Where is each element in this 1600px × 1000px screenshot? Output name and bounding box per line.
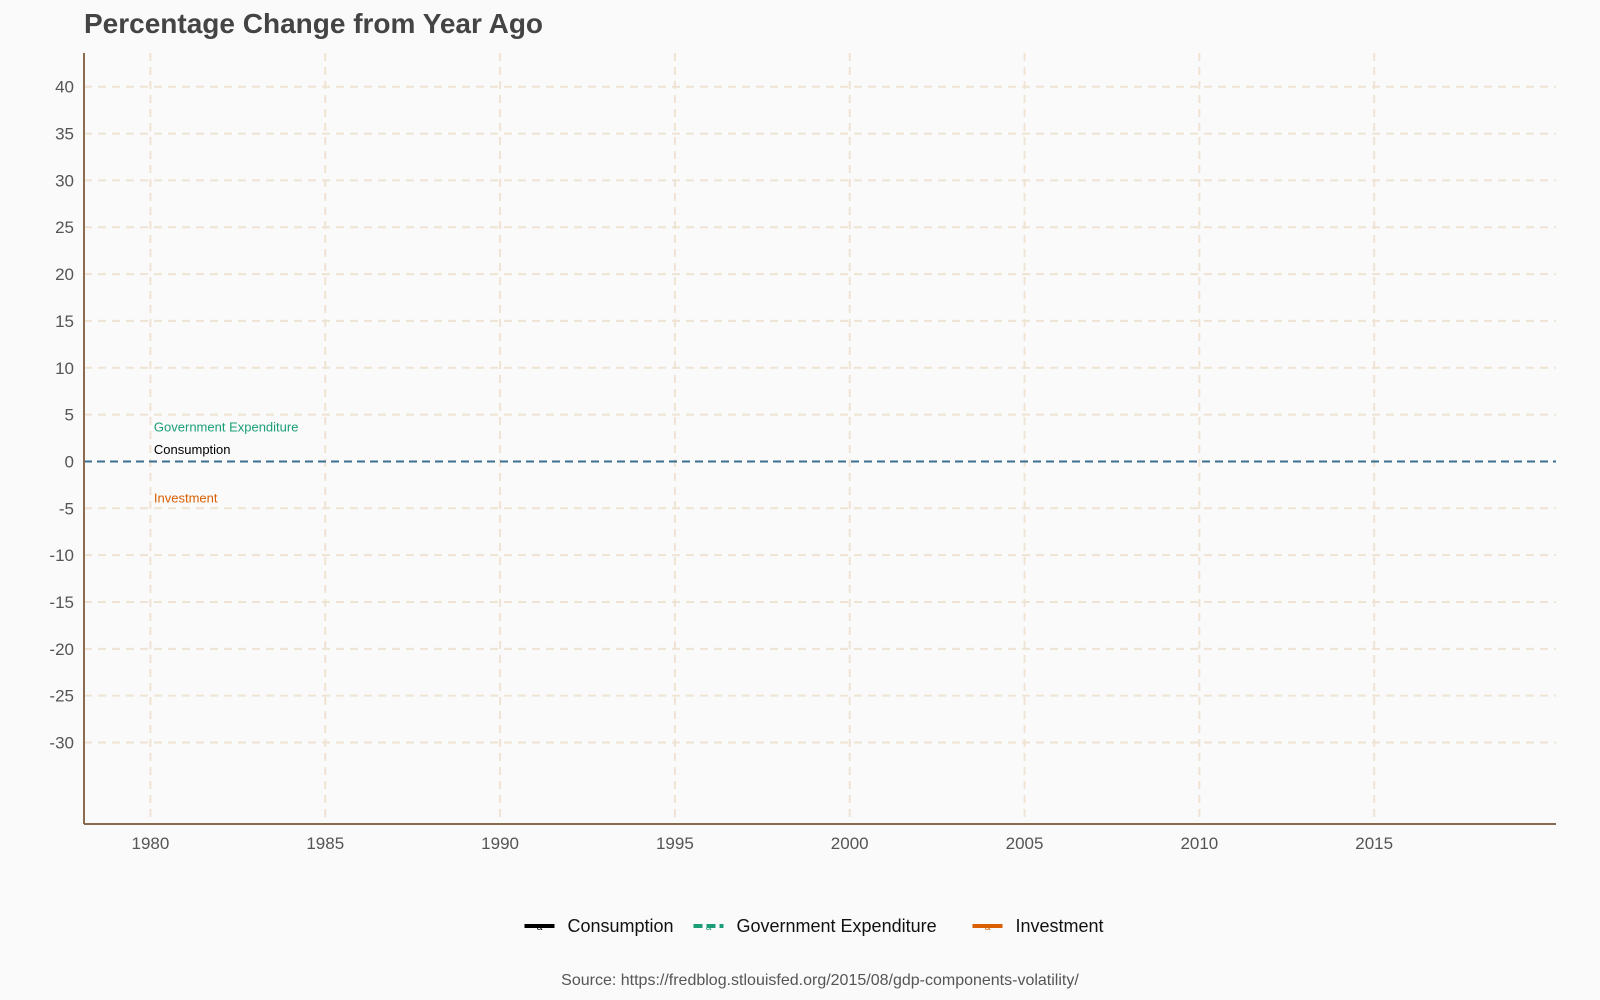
legend-label: Investment xyxy=(1016,916,1104,936)
y-tick-label: -15 xyxy=(49,593,74,612)
y-tick-label: 25 xyxy=(55,218,74,237)
x-tick-label: 1985 xyxy=(306,834,344,853)
y-tick-label: -30 xyxy=(49,733,74,752)
y-axis-ticks: 40 35 30 25 20 15 10 5 0 -5 -10 -15 -20 -25 -30 xyxy=(49,78,74,753)
legend-item: a Government Expenditure xyxy=(693,916,937,936)
y-tick-label: 35 xyxy=(55,125,74,144)
legend-item: a Investment xyxy=(972,916,1104,936)
y-tick-label: 10 xyxy=(55,359,74,378)
x-tick-label: 2005 xyxy=(1006,834,1044,853)
x-axis-ticks: 1980 1985 1990 1995 2000 2005 2010 2015 xyxy=(132,834,1394,853)
annotation-label: Investment xyxy=(154,491,218,506)
x-tick-label: 1980 xyxy=(132,834,170,853)
annotation-label: Consumption xyxy=(154,442,231,457)
y-tick-label: -20 xyxy=(49,640,74,659)
legend-key-glyph: a xyxy=(537,922,543,933)
chart-title: Percentage Change from Year Ago xyxy=(84,8,543,39)
y-tick-label: -10 xyxy=(49,546,74,565)
legend-label: Consumption xyxy=(568,916,674,936)
legend-item: a Consumption xyxy=(524,916,674,936)
legend-key-glyph: a xyxy=(706,922,712,933)
legend-key-glyph: a xyxy=(985,922,991,933)
y-tick-label: -5 xyxy=(59,499,74,518)
grid xyxy=(84,53,1556,824)
x-tick-label: 2015 xyxy=(1355,834,1393,853)
y-tick-label: 30 xyxy=(55,171,74,190)
legend: a Consumption a Government Expenditure a Inve… xyxy=(524,916,1104,936)
x-tick-label: 1990 xyxy=(481,834,519,853)
y-tick-label: 40 xyxy=(55,78,74,97)
series-annotations: Government Expenditure Consumption Investm… xyxy=(154,419,299,505)
annotation-label: Government Expenditure xyxy=(154,419,299,434)
y-tick-label: -25 xyxy=(49,687,74,706)
y-tick-label: 15 xyxy=(55,312,74,331)
source-caption: Source: https://fredblog.stlouisfed.org/… xyxy=(561,972,1079,989)
x-tick-label: 1995 xyxy=(656,834,694,853)
x-tick-label: 2000 xyxy=(831,834,869,853)
y-tick-label: 0 xyxy=(65,452,74,471)
legend-label: Government Expenditure xyxy=(737,916,937,936)
x-tick-label: 2010 xyxy=(1180,834,1218,853)
y-tick-label: 5 xyxy=(65,406,74,425)
y-tick-label: 20 xyxy=(55,265,74,284)
axes xyxy=(83,53,1556,825)
